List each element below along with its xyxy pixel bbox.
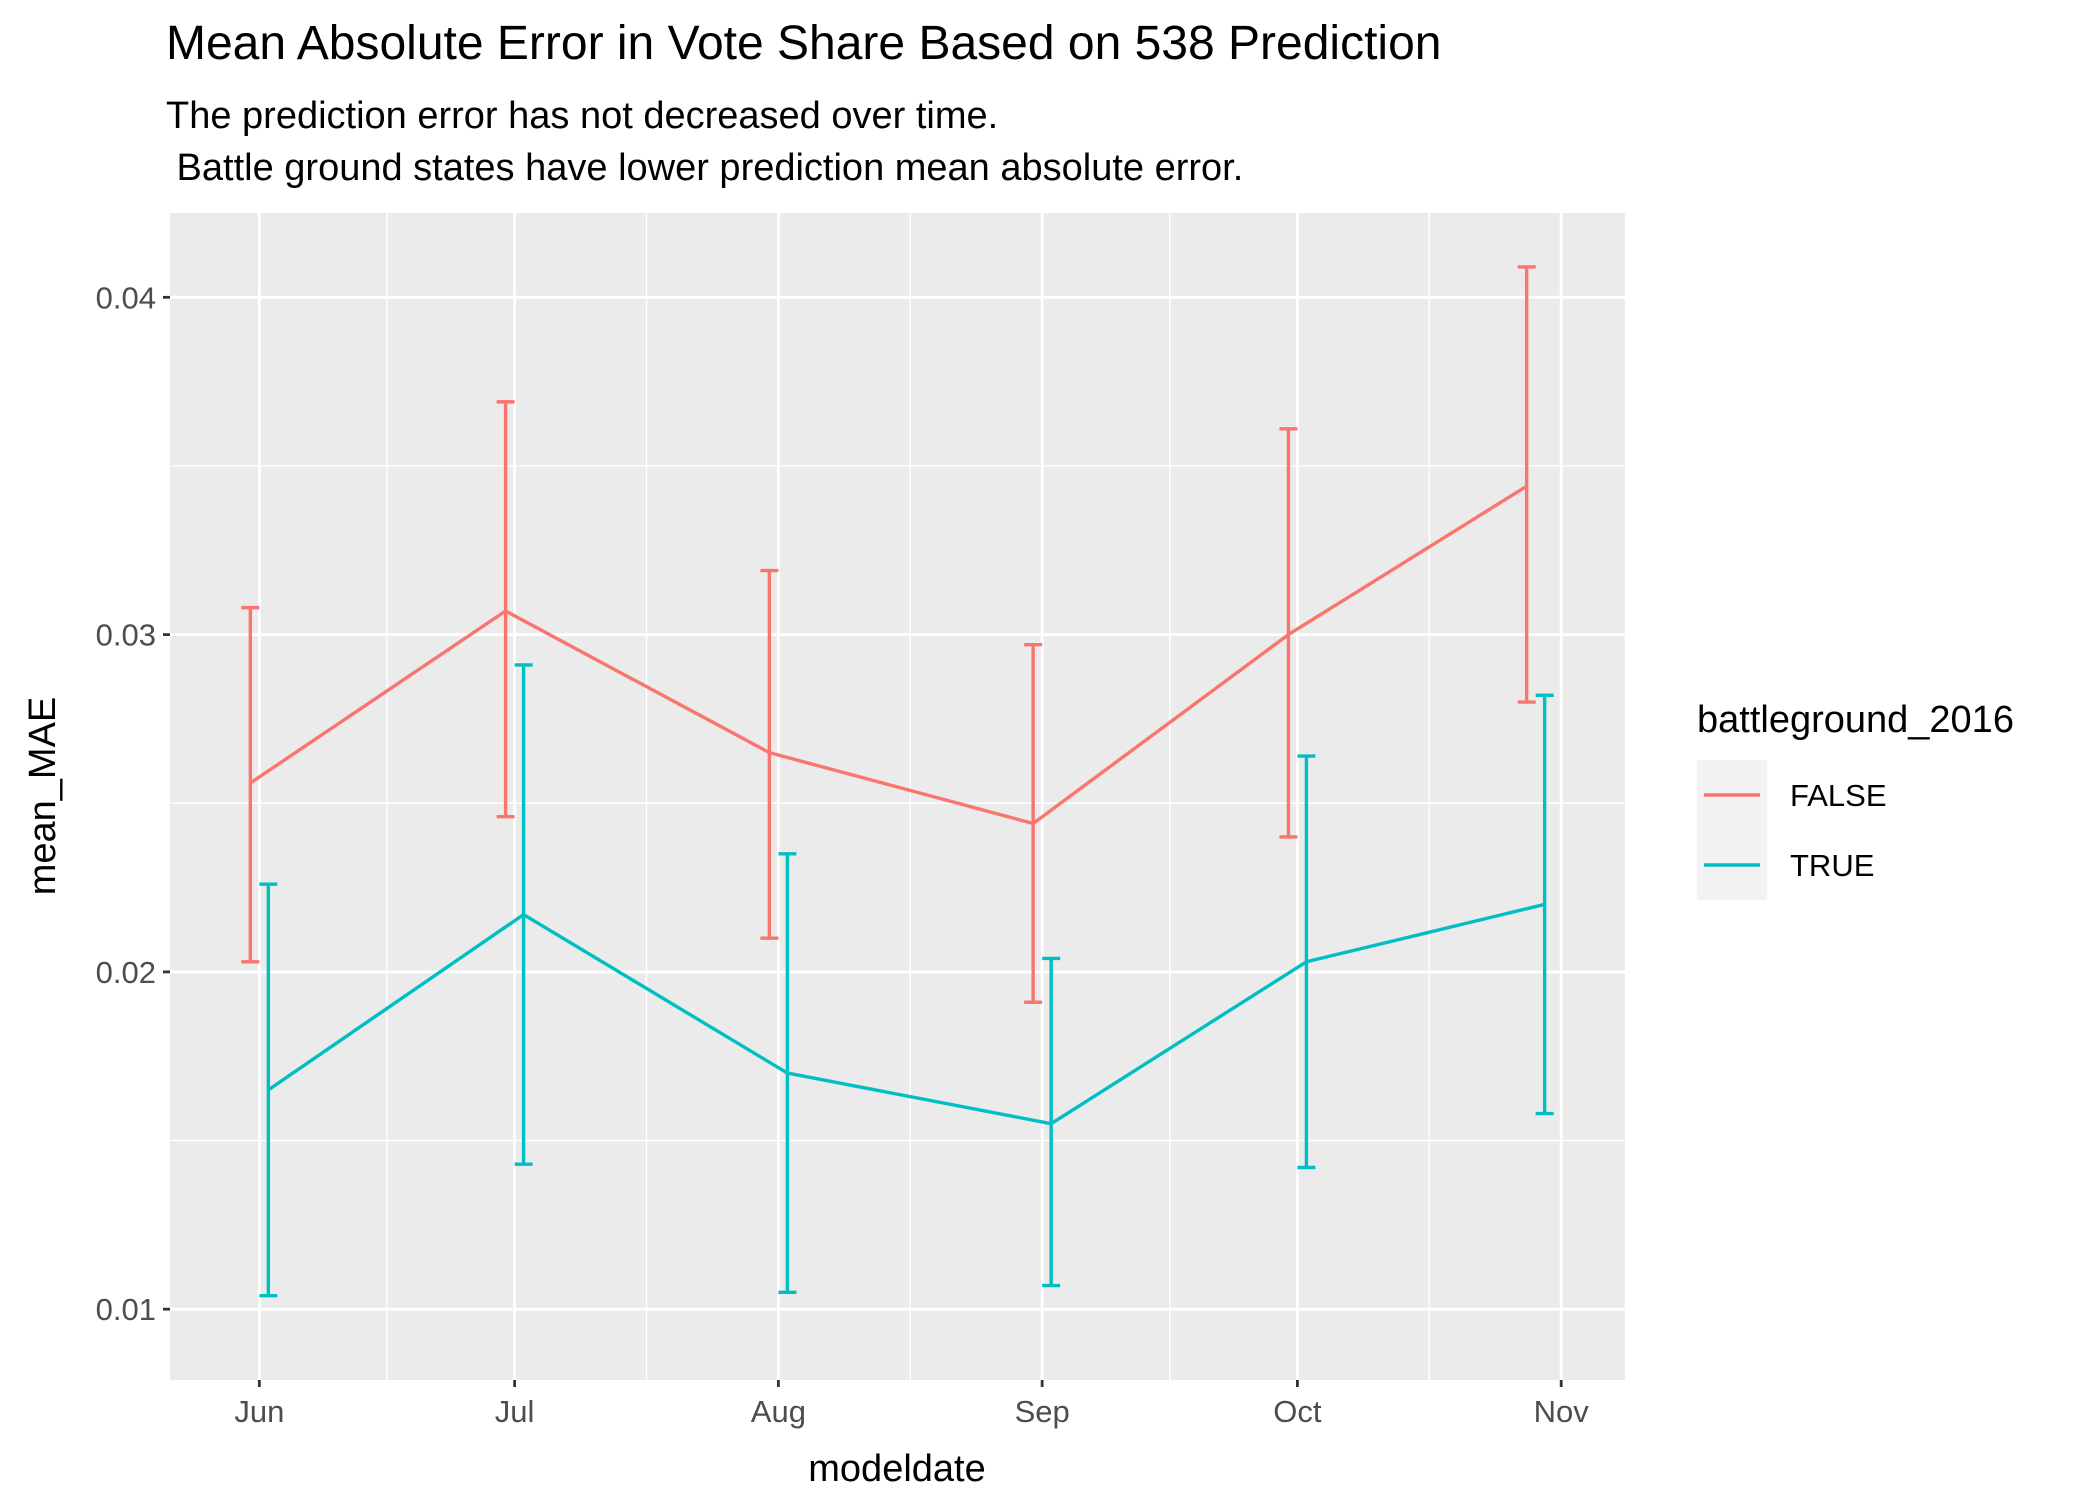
x-tick-label: Jul bbox=[495, 1394, 535, 1429]
legend: battleground_2016 FALSE TRUE bbox=[1697, 699, 2014, 900]
series-false bbox=[241, 265, 1536, 1004]
error-bar bbox=[1297, 754, 1316, 1170]
error-bar bbox=[1279, 427, 1298, 839]
x-tick-label: Nov bbox=[1534, 1394, 1590, 1429]
legend-item-true: TRUE bbox=[1697, 830, 1874, 900]
chart-title: Mean Absolute Error in Vote Share Based … bbox=[166, 17, 1441, 70]
chart-subtitle-line-1: The prediction error has not decreased o… bbox=[166, 95, 998, 137]
y-tick-label: 0.01 bbox=[96, 1292, 156, 1327]
y-axis: 0.01 0.02 0.03 0.04 bbox=[96, 280, 170, 1327]
error-bar bbox=[514, 663, 533, 1166]
legend-label: FALSE bbox=[1790, 778, 1887, 813]
chart-subtitle-line-2: Battle ground states have lower predicti… bbox=[166, 147, 1243, 189]
y-tick-label: 0.02 bbox=[96, 955, 156, 990]
legend-label: TRUE bbox=[1790, 848, 1874, 883]
error-bar bbox=[241, 605, 260, 964]
error-bar bbox=[1042, 956, 1061, 1288]
series-line-false bbox=[249, 484, 1528, 826]
y-tick-label: 0.04 bbox=[96, 280, 156, 315]
error-bar bbox=[259, 882, 278, 1298]
legend-item-false: FALSE bbox=[1697, 760, 1887, 830]
series-true bbox=[259, 663, 1554, 1298]
x-axis: Jun Jul Aug Sep Oct Nov bbox=[234, 1380, 1589, 1429]
y-axis-label: mean_MAE bbox=[22, 697, 64, 896]
x-tick-label: Jun bbox=[234, 1394, 284, 1429]
plot-panel bbox=[170, 213, 1625, 1380]
error-bar bbox=[1024, 643, 1043, 1004]
y-tick-label: 0.03 bbox=[96, 618, 156, 653]
error-bar bbox=[760, 568, 779, 940]
error-bar bbox=[1517, 265, 1536, 704]
error-bar bbox=[496, 400, 515, 819]
series-layer bbox=[241, 265, 1554, 1298]
x-tick-label: Oct bbox=[1273, 1394, 1322, 1429]
x-axis-label: modeldate bbox=[808, 1448, 985, 1490]
grid-minor bbox=[170, 213, 1625, 1380]
x-tick-label: Sep bbox=[1015, 1394, 1070, 1429]
series-line-true bbox=[267, 902, 1546, 1126]
error-bar bbox=[1535, 693, 1554, 1116]
legend-title: battleground_2016 bbox=[1697, 699, 2014, 741]
error-bar bbox=[778, 852, 797, 1295]
x-tick-label: Aug bbox=[751, 1394, 806, 1429]
grid-major bbox=[170, 213, 1625, 1380]
